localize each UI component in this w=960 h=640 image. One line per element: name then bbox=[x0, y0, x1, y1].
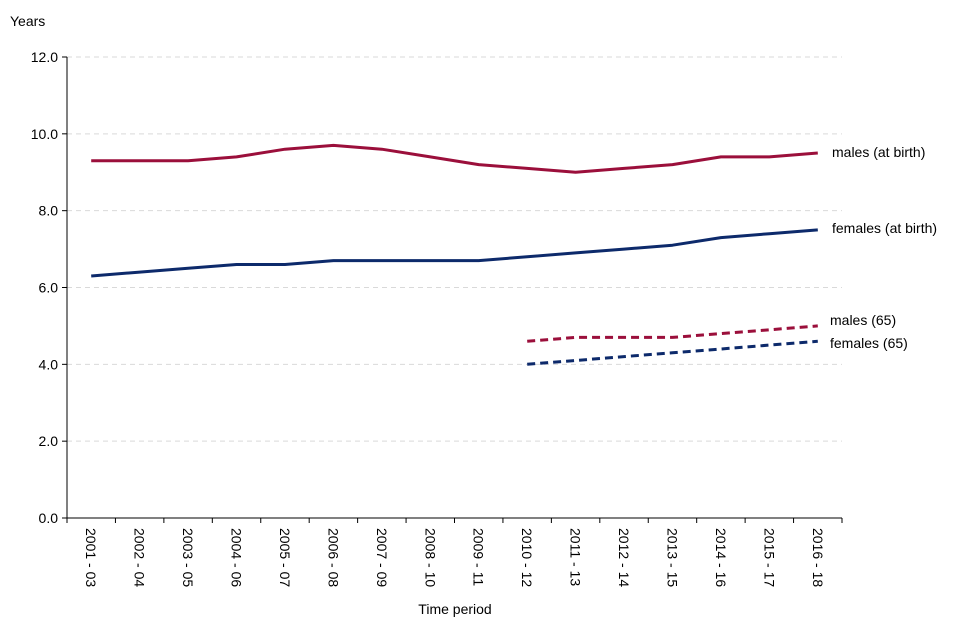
gridlines bbox=[67, 56, 842, 442]
labels: 0.0 2.0 4.0 6.0 8.0 10.0 12.0 2001 - 03 2002 - 0… bbox=[31, 49, 937, 587]
series-label-males-at-birth: males (at birth) bbox=[832, 144, 925, 160]
y-tick-label: 2.0 bbox=[39, 433, 59, 449]
y-tick-label: 8.0 bbox=[39, 203, 59, 219]
x-tick-label: 2006 - 08 bbox=[325, 528, 341, 587]
series-line-females-at-birth bbox=[91, 228, 818, 278]
x-tick-label: 2008 - 10 bbox=[422, 528, 438, 587]
x-tick-label: 2010 - 12 bbox=[519, 528, 535, 587]
series-line-males-65 bbox=[527, 324, 818, 343]
x-axis-title: Time period bbox=[418, 601, 491, 617]
y-axis-title: Years bbox=[10, 13, 45, 29]
x-tick-label: 2007 - 09 bbox=[374, 528, 390, 587]
axes bbox=[62, 56, 843, 523]
series-label-females-at-birth: females (at birth) bbox=[832, 220, 937, 236]
y-tick-label: 0.0 bbox=[39, 510, 59, 526]
x-tick-label: 2014 - 16 bbox=[713, 528, 729, 587]
x-tick-label: 2016 - 18 bbox=[810, 528, 826, 587]
x-tick-label: 2009 - 11 bbox=[471, 528, 487, 586]
series-line-females-65 bbox=[527, 339, 818, 366]
series-lines bbox=[91, 143, 818, 366]
x-tick-label: 2015 - 17 bbox=[761, 528, 777, 587]
x-tick-label: 2002 - 04 bbox=[132, 528, 148, 587]
x-tick-label: 2012 - 14 bbox=[616, 528, 632, 587]
y-tick-label: 12.0 bbox=[31, 49, 58, 65]
x-tick-label: 2003 - 05 bbox=[180, 528, 196, 587]
y-tick-label: 10.0 bbox=[31, 126, 58, 142]
x-tick-label: 2001 - 03 bbox=[83, 528, 99, 587]
x-tick-label: 2011 - 13 bbox=[568, 528, 584, 586]
series-label-females-65: females (65) bbox=[830, 335, 908, 351]
y-tick-label: 6.0 bbox=[39, 280, 59, 296]
y-tick-label: 4.0 bbox=[39, 356, 59, 372]
series-line-males-at-birth bbox=[91, 143, 818, 174]
x-tick-label: 2005 - 07 bbox=[277, 528, 293, 587]
series-label-males-65: males (65) bbox=[830, 312, 896, 328]
x-tick-label: 2013 - 15 bbox=[664, 528, 680, 587]
x-tick-label: 2004 - 06 bbox=[229, 528, 245, 587]
